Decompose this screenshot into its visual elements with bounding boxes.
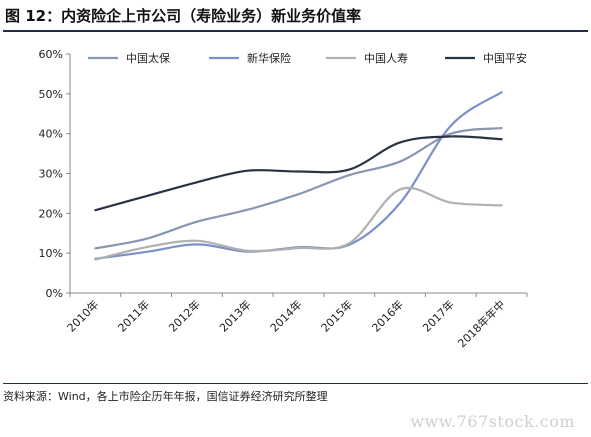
series-line-4 [94,135,503,212]
figure-title-bar: 图 12：内资险企上市公司（寿险业务）新业务价值率 [3,2,588,32]
series-line-1 [94,126,503,250]
watermark: www.767stock.com [410,412,575,431]
x-tick-label: 2018年年中 [455,297,508,350]
series-line-3 [94,186,503,261]
x-tick-label: 2010年 [64,297,101,334]
y-axis: 0% 10% 20% 30% 40% 50% 60% [39,48,71,300]
y-tick-label: 50% [39,88,63,101]
legend-label-4: 中国平安 [483,51,527,65]
x-tick-label: 2013年 [216,297,253,334]
source-text: 资料来源：Wind，各上市险企历年年报，国信证券经济研究所整理 [3,390,328,403]
line-chart: 中国太保 新华保险 中国人寿 中国平安 0% 10% 20% 30% 40% 50% 60% 20… [39,48,528,350]
x-tick-label: 2014年 [267,297,304,334]
y-tick-label: 10% [39,247,63,260]
y-tick-label: 60% [39,48,63,61]
x-tick-label: 2017年 [419,297,456,334]
y-tick-label: 40% [39,128,63,141]
y-tick-label: 0% [46,287,63,300]
figure-title: 图 12：内资险企上市公司（寿险业务）新业务价值率 [5,7,362,25]
legend-label-3: 中国人寿 [364,51,408,65]
x-tick-label: 2012年 [166,297,203,334]
x-tick-label: 2016年 [369,297,406,334]
x-tick-label: 2015年 [318,297,355,334]
y-tick-label: 30% [39,168,63,181]
y-tick-label: 20% [39,207,63,220]
series-layer [94,91,503,261]
series-line-2 [94,91,503,260]
x-tick-label: 2011年 [115,297,152,334]
legend-label-1: 中国太保 [126,51,170,65]
source-note: 资料来源：Wind，各上市险企历年年报，国信证券经济研究所整理 [3,383,588,404]
legend-label-2: 新华保险 [247,51,291,65]
chart-legend: 中国太保 新华保险 中国人寿 中国平安 [88,51,527,65]
x-axis: 2010年 2011年 2012年 2013年 2014年 2015年 2016年 2017年… [64,292,528,350]
